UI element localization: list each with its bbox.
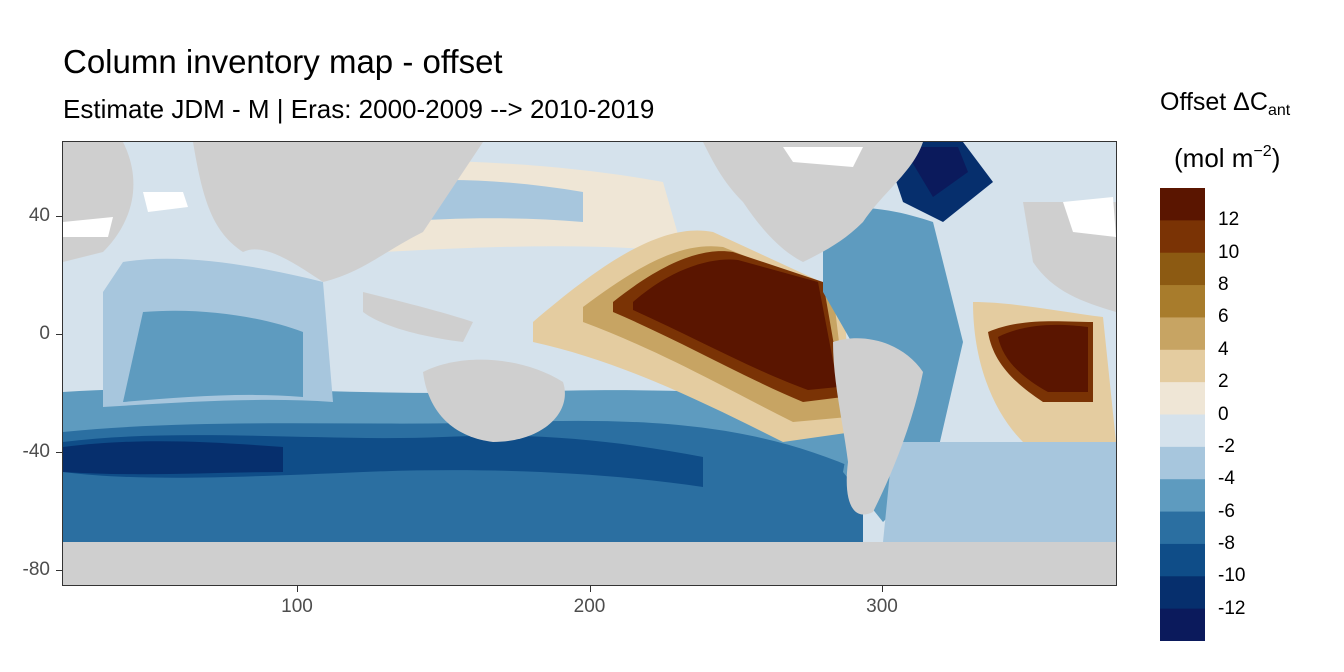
x-tick-label: 300 [866, 596, 898, 617]
legend-break-label: -4 [1218, 468, 1235, 490]
legend-color-step [1160, 543, 1205, 577]
legend-unit: (mol m−2) [1174, 134, 1280, 176]
y-tick-mark [56, 215, 63, 217]
land-south-america [833, 338, 923, 515]
legend-unit-open: (mol m [1174, 143, 1254, 173]
legend-colorbar [1160, 188, 1205, 641]
legend-break-label: -6 [1218, 500, 1235, 522]
land-north-america [703, 142, 923, 262]
legend-break-label: 2 [1218, 371, 1229, 393]
legend-break-label: 12 [1218, 209, 1240, 231]
no-data-white-3 [783, 147, 863, 167]
chart-subtitle: Estimate JDM - M | Eras: 2000-2009 --> 2… [63, 94, 655, 124]
north-atlantic-darkest [903, 147, 968, 197]
legend-unit-close: ) [1271, 143, 1281, 173]
legend-break-label: -2 [1218, 435, 1235, 457]
y-tick-mark [56, 333, 63, 335]
x-tick-label: 100 [281, 596, 313, 617]
legend-color-step [1160, 285, 1205, 318]
legend-break-label: 0 [1218, 403, 1229, 425]
legend-break-label: -8 [1218, 532, 1235, 554]
legend-color-step [1160, 414, 1205, 448]
land-maritime-continent [363, 292, 473, 342]
legend-color-step [1160, 576, 1205, 610]
legend-break-label: -10 [1218, 565, 1246, 587]
legend-title-sub: ant [1267, 102, 1291, 119]
legend-color-step [1160, 608, 1205, 641]
legend-break-label: 10 [1218, 241, 1240, 263]
legend-break-label: 6 [1218, 306, 1229, 328]
x-tick-mark [882, 585, 883, 592]
atlantic-warm-core [998, 324, 1088, 392]
y-tick-label: -80 [22, 559, 50, 581]
legend-title: Offset ΔCant [1160, 86, 1290, 127]
south-atlantic-light [883, 442, 1116, 542]
indian-ocean-mid [123, 310, 303, 402]
y-tick-label: 0 [39, 322, 50, 344]
land-asia [193, 142, 483, 282]
y-tick-mark [56, 570, 63, 572]
chart-title: Column inventory map - offset [63, 43, 503, 80]
legend-color-step [1160, 446, 1205, 480]
legend-color-step [1160, 382, 1205, 415]
legend-color-step [1160, 349, 1205, 383]
y-tick-label: 40 [28, 204, 50, 226]
legend-color-step [1160, 511, 1205, 545]
legend-break-label: 8 [1218, 274, 1229, 296]
x-tick-label: 200 [573, 596, 606, 617]
y-tick-mark [56, 452, 63, 454]
legend-break-label: -12 [1218, 597, 1246, 619]
legend-unit-sup: −2 [1253, 143, 1272, 160]
land-australia [423, 359, 565, 442]
no-data-white-1 [143, 192, 188, 212]
land-antarctica [63, 542, 1116, 585]
no-data-white-2 [63, 217, 113, 237]
legend-title-main: Offset ΔC [1160, 88, 1268, 116]
legend-color-step [1160, 479, 1205, 513]
map-panel [63, 142, 1116, 585]
legend-color-step [1160, 188, 1205, 221]
x-tick-mark [297, 585, 298, 592]
legend-break-label: 4 [1218, 338, 1229, 360]
southern-ocean-band-darkest [63, 441, 283, 475]
y-tick-label: -40 [22, 441, 50, 463]
x-tick-mark [589, 585, 591, 592]
legend-color-step [1160, 317, 1205, 351]
legend-color-step [1160, 220, 1205, 254]
no-data-white-4 [1063, 197, 1116, 237]
pacific-warm-core [633, 259, 838, 390]
legend-color-step [1160, 252, 1205, 286]
ocean-map [63, 142, 1116, 585]
